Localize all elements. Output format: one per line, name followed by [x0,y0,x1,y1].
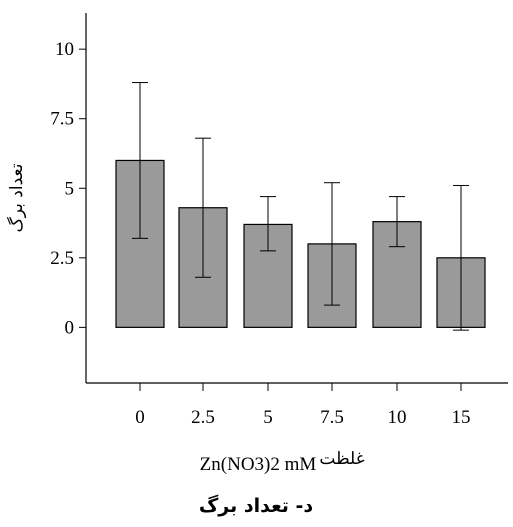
x-tick-label-5: 5 [263,407,273,428]
y-tick-label-10: 10 [55,39,74,60]
error-bars-group [132,82,469,331]
chart-caption: د- تعداد برگ [199,494,314,517]
bars-group [115,159,486,328]
x-tick-label-0: 0 [135,407,145,428]
y-tick-label-5: 5 [65,178,75,199]
x-axis-title-prefix: غلظت [319,449,364,469]
y-tick-label-2.5: 2.5 [50,248,74,269]
plot-frame [85,13,508,384]
y-axis-title: تعداد برگ [6,163,27,232]
x-tick-label-15: 15 [452,407,471,428]
x-tick-label-10: 10 [388,407,407,428]
x-tick-label-2.5: 2.5 [191,407,215,428]
x-axis-title: Zn(NO3)2 mM [200,454,317,475]
x-tick-label-7.5: 7.5 [320,407,344,428]
x-ticks-group: 0 2.5 5 7.5 10 15 [135,383,471,428]
y-tick-label-7.5: 7.5 [50,109,74,130]
y-ticks-group: 0 2.5 5 7.5 10 [50,39,86,338]
y-tick-label-0: 0 [65,317,75,338]
